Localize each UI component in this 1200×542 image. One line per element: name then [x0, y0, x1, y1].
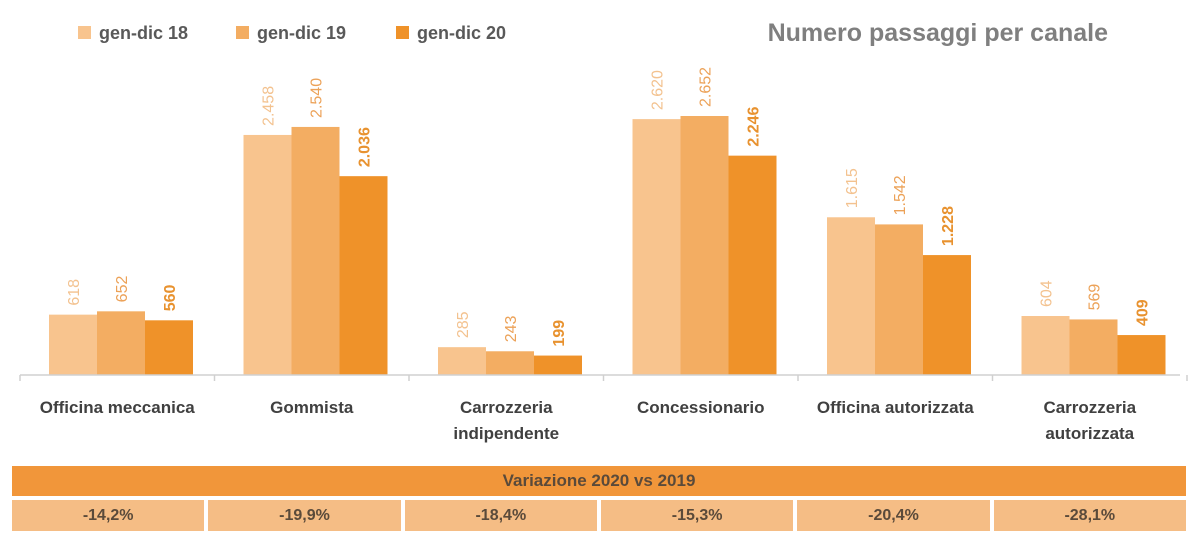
variation-cell: -18,4% [404, 500, 597, 531]
legend-swatch [396, 26, 409, 39]
bar-value-label: 2.652 [698, 67, 715, 107]
bar-value-label: 652 [114, 276, 131, 303]
bar-value-label: 2.246 [746, 107, 763, 147]
legend-label: gen-dic 18 [99, 23, 188, 43]
bar [1021, 316, 1070, 375]
bars-group: 618 652 560 2.458 2.540 2.036 285 243 199 2.620 2.… [49, 67, 1166, 376]
legend-swatch [236, 26, 249, 39]
bar [632, 119, 681, 376]
bar [827, 217, 875, 375]
bar [145, 320, 193, 375]
category-labels: Officina meccanica Gommista Carrozzeria ind… [40, 398, 1137, 443]
bar-value-label: 199 [551, 320, 568, 347]
bar [97, 311, 145, 375]
legend-label: gen-dic 19 [257, 23, 346, 43]
bar [875, 224, 923, 375]
bar-value-label: 618 [66, 279, 83, 306]
bar [438, 347, 486, 375]
variation-cell: -19,9% [208, 500, 401, 531]
legend-label: gen-dic 20 [417, 23, 506, 43]
bar [923, 255, 971, 375]
bar [534, 355, 582, 375]
category-label: Carrozzeria [460, 398, 553, 417]
category-label: Officina meccanica [40, 398, 196, 417]
bar [728, 155, 777, 375]
bar-value-label: 560 [162, 285, 179, 312]
bar [680, 116, 729, 375]
bar-value-label: 1.228 [940, 206, 957, 246]
category-label: autorizzata [1045, 424, 1134, 443]
bar-value-label: 569 [1087, 284, 1104, 311]
bar-value-label: 2.620 [650, 70, 667, 110]
x-axis-ticks [19, 375, 1188, 381]
bar-value-label: 2.036 [357, 127, 374, 167]
bar-value-label: 285 [455, 311, 472, 338]
category-label: indipendente [453, 424, 559, 443]
variation-cell: -28,1% [993, 500, 1186, 531]
bar [1069, 319, 1118, 375]
variation-cell: -20,4% [797, 500, 990, 531]
bar [1117, 335, 1166, 375]
category-label: Officina autorizzata [817, 398, 974, 417]
variation-header: Variazione 2020 vs 2019 [12, 466, 1186, 496]
category-label: Concessionario [637, 398, 765, 417]
category-label: Gommista [270, 398, 354, 417]
bar-value-label: 2.540 [309, 78, 326, 118]
bar-value-label: 1.615 [844, 168, 861, 208]
bar-chart: gen-dic 18 gen-dic 19 gen-dic 20 Numero pa… [19, 19, 1188, 443]
variation-row: -14,2% -19,9% -18,4% -15,3% -20,4% -28,1… [12, 500, 1186, 531]
variation-cell: -15,3% [600, 500, 794, 531]
bar-value-label: 243 [503, 315, 520, 342]
legend-swatch [78, 26, 91, 39]
bar [49, 314, 97, 375]
variation-table: Variazione 2020 vs 2019 -14,2% -19,9% -1… [12, 466, 1186, 531]
bar-value-label: 2.458 [261, 86, 278, 126]
category-label: Carrozzeria [1043, 398, 1136, 417]
chart-legend: gen-dic 18 gen-dic 19 gen-dic 20 [78, 23, 506, 43]
bar-value-label: 409 [1135, 299, 1152, 326]
chart-title: Numero passaggi per canale [768, 19, 1109, 47]
bar [339, 176, 388, 375]
bar [291, 126, 340, 375]
bar [243, 134, 292, 375]
variation-cell: -14,2% [12, 500, 205, 531]
bar-value-label: 604 [1039, 280, 1056, 307]
bar-value-label: 1.542 [892, 175, 909, 215]
bar [486, 351, 534, 375]
